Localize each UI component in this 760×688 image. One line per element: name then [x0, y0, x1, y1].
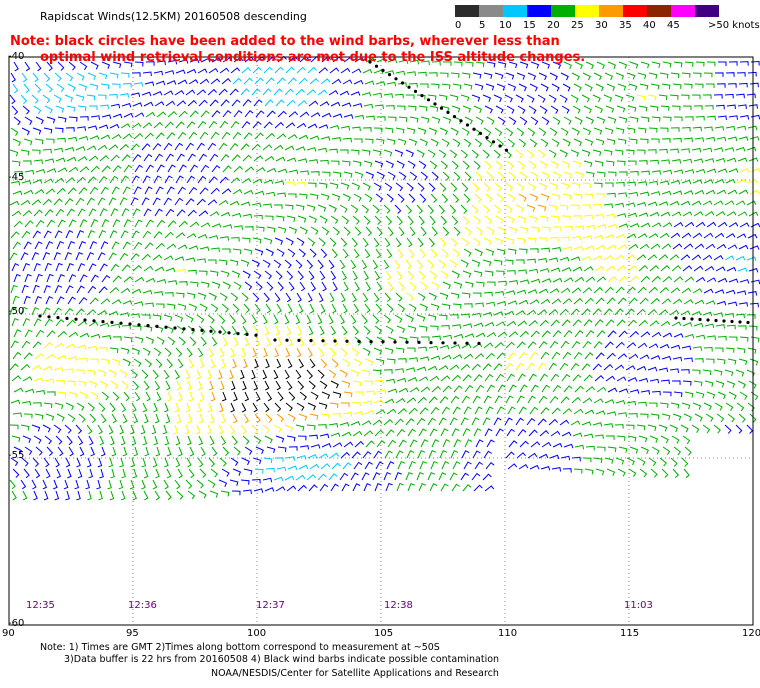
graticule	[9, 56, 753, 625]
lon-label-95: 95	[126, 628, 139, 639]
scale-tick-label: 0	[455, 20, 462, 31]
lon-label-100: 100	[247, 628, 267, 639]
scale-swatch	[695, 5, 719, 17]
lon-label-110: 110	[498, 628, 518, 639]
scale-tick-label: 40	[643, 20, 656, 31]
scale-tick-label: 10	[499, 20, 512, 31]
scale-tick-label: 45	[667, 20, 680, 31]
lat-label-45: -45	[8, 172, 25, 183]
footer-credit: NOAA/NESDIS/Center for Satellite Applica…	[211, 668, 499, 679]
scale-swatch	[527, 5, 551, 17]
lon-label-115: 115	[620, 628, 640, 639]
scale-swatch	[623, 5, 647, 17]
color-scale-units: >50 knots	[708, 20, 760, 31]
scale-swatch	[455, 5, 479, 17]
scale-swatch	[503, 5, 527, 17]
time-label-1: 12:35	[26, 600, 55, 611]
scale-swatch	[551, 5, 575, 17]
scale-swatch	[479, 5, 503, 17]
footer-note-2: 3)Data buffer is 22 hrs from 20160508 4)…	[64, 654, 500, 665]
lat-label-50: -50	[8, 306, 25, 317]
scale-tick-label: 5	[479, 20, 486, 31]
note-line-2: optimal wind retrieval conditions are me…	[40, 50, 586, 65]
scale-swatch	[599, 5, 623, 17]
chart-title: Rapidscat Winds(12.5KM) 20160508 descend…	[40, 10, 307, 23]
scale-tick-label: 35	[619, 20, 632, 31]
scale-tick-label: 20	[547, 20, 560, 31]
scale-tick-label: 15	[523, 20, 536, 31]
lat-label-60: -60	[8, 618, 25, 629]
scale-swatch	[671, 5, 695, 17]
time-label-3: 12:37	[256, 600, 285, 611]
lon-label-90: 90	[2, 628, 15, 639]
contamination-flags-layer	[38, 60, 750, 345]
scale-tick-label: 25	[571, 20, 584, 31]
time-label-5: 11:03	[624, 600, 653, 611]
lat-label-55: -55	[8, 450, 25, 461]
lon-label-120: 120	[742, 628, 760, 639]
lat-label-40: -40	[8, 51, 25, 62]
footer-note-1: Note: 1) Times are GMT 2)Times along bot…	[40, 642, 440, 653]
scale-swatch	[575, 5, 599, 17]
note-line-1: Note: black circles have been added to t…	[10, 34, 560, 49]
lon-label-105: 105	[374, 628, 394, 639]
time-label-2: 12:36	[128, 600, 157, 611]
scale-tick-label: 30	[595, 20, 608, 31]
wind-barbs-layer	[9, 55, 760, 501]
time-label-4: 12:38	[384, 600, 413, 611]
scale-swatch	[647, 5, 671, 17]
map-frame	[8, 56, 754, 626]
